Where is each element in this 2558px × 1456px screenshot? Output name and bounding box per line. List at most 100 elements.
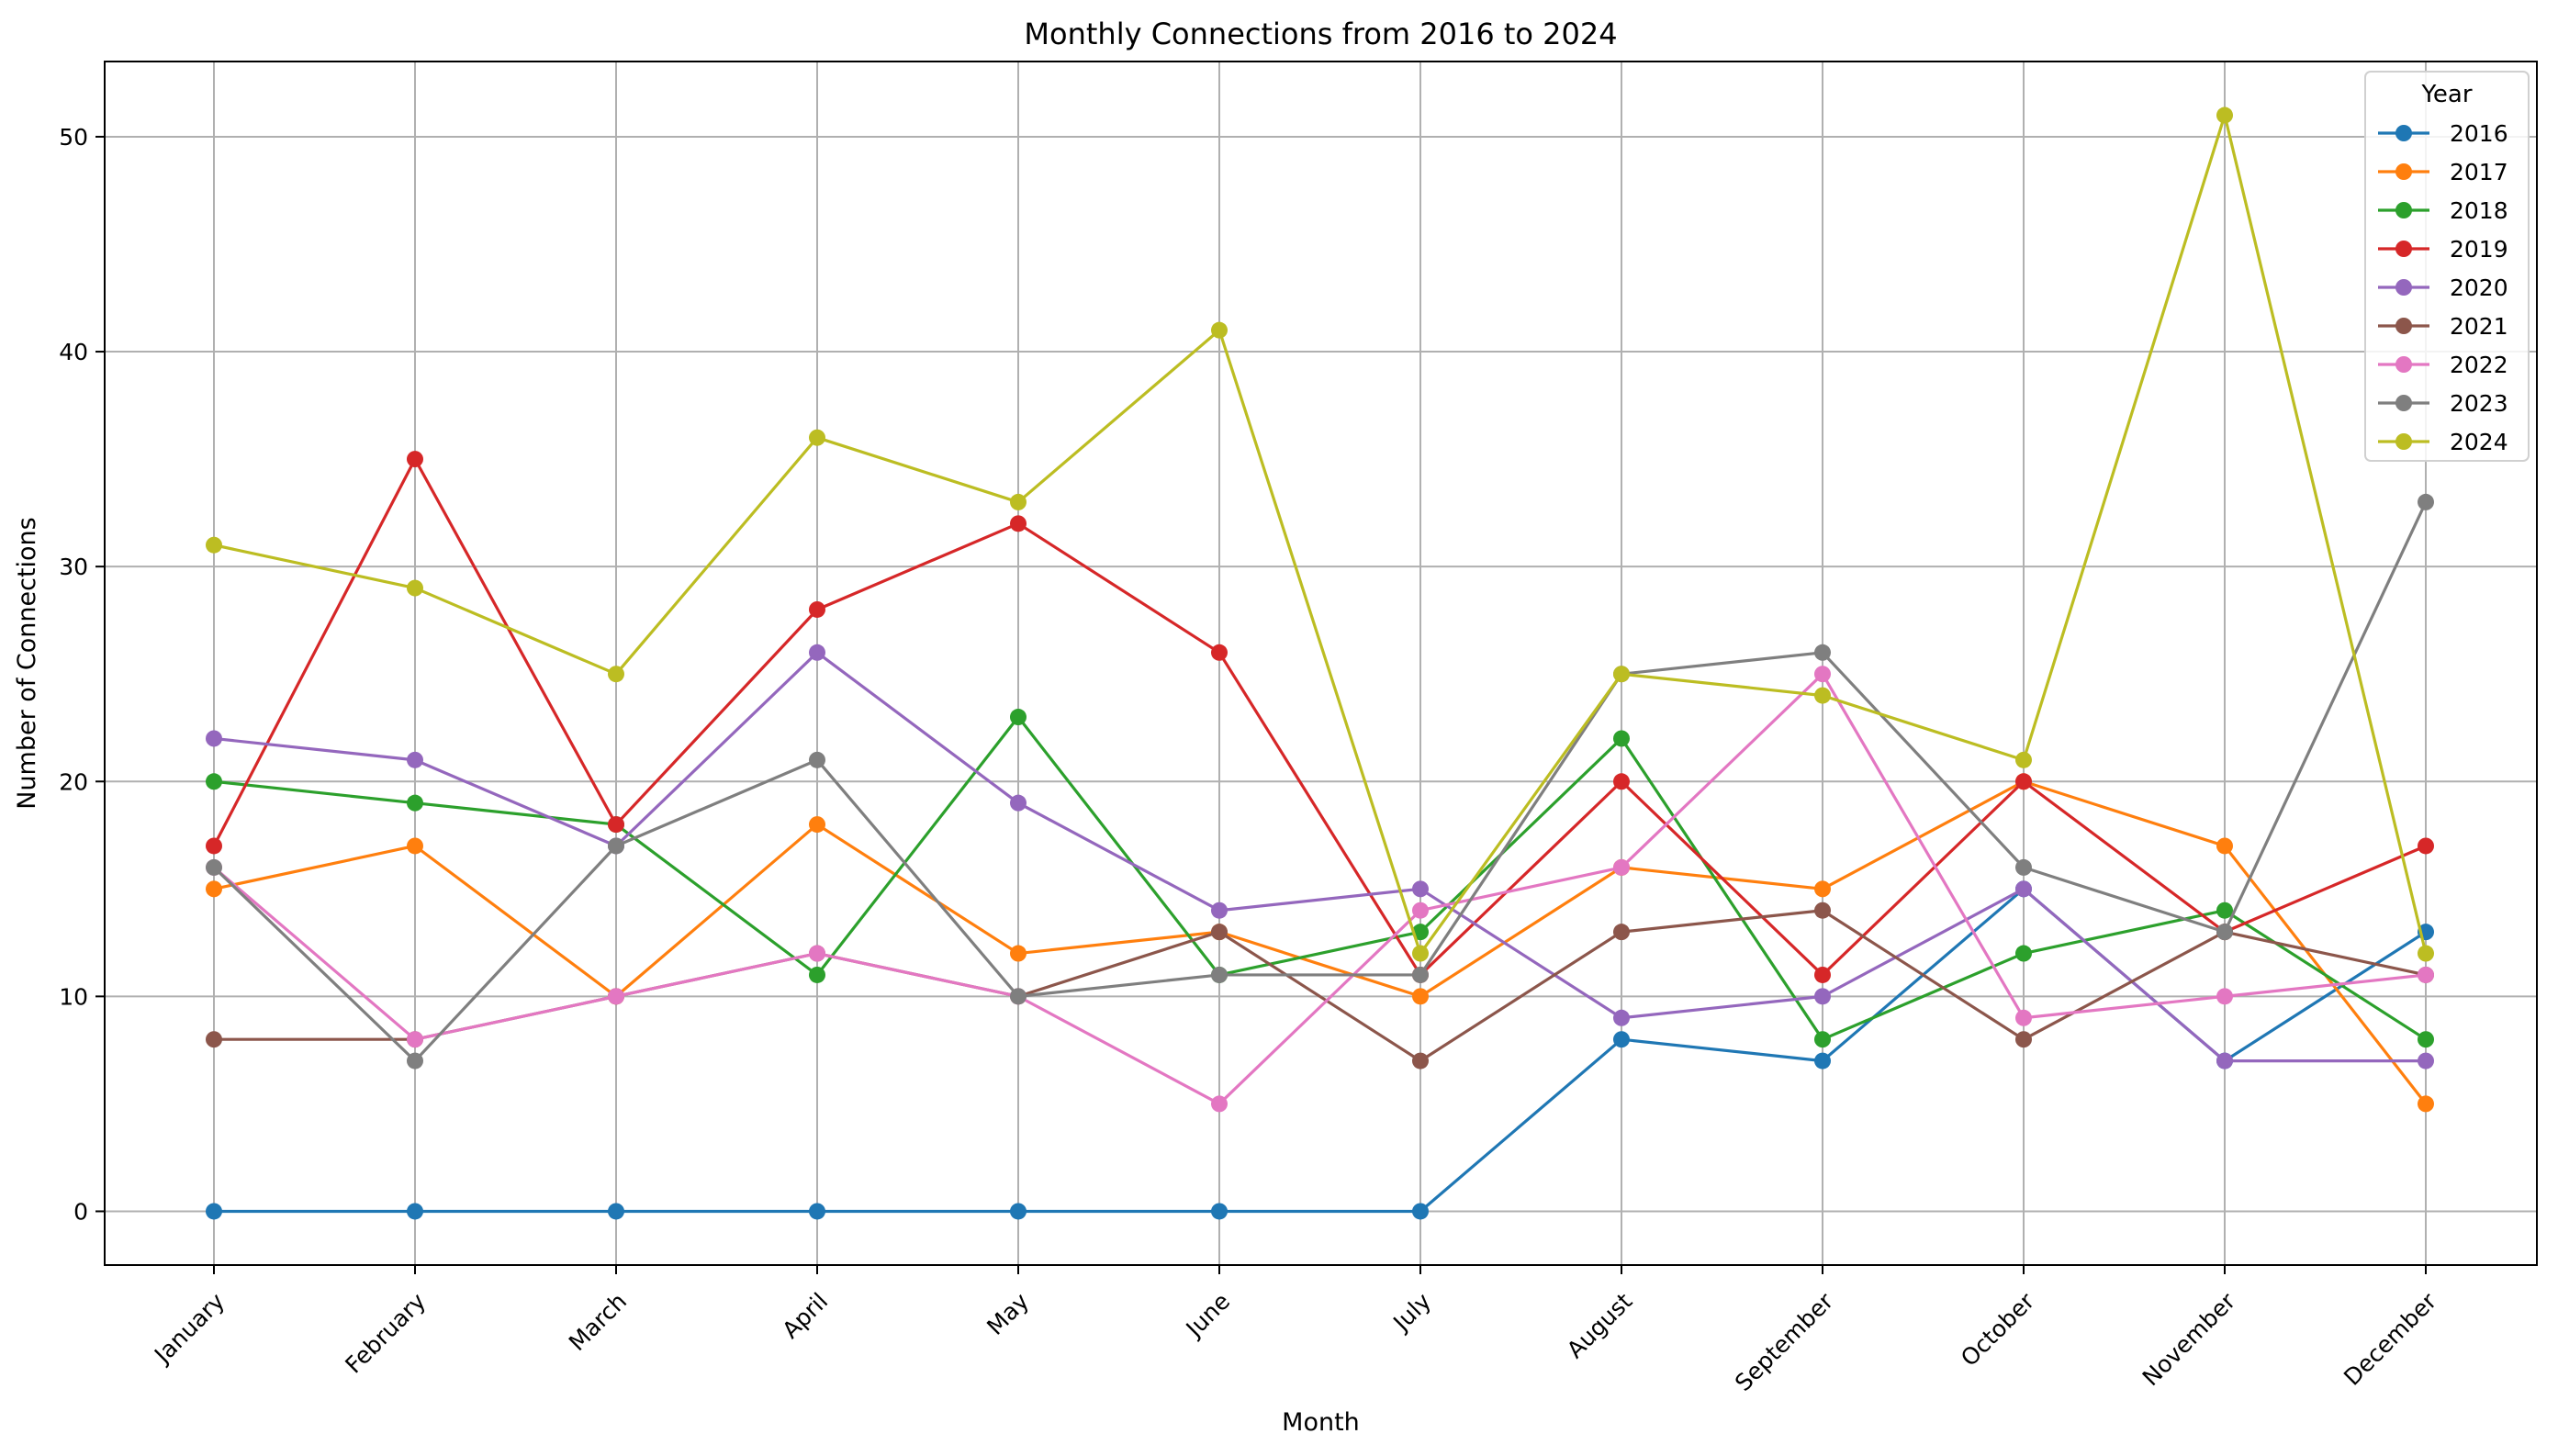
legend-label: 2024 — [2450, 429, 2508, 455]
data-point — [1814, 880, 1831, 898]
legend-label: 2022 — [2450, 352, 2508, 378]
legend-item-2019: 2019 — [2378, 236, 2508, 263]
data-point — [1613, 858, 1630, 876]
data-point — [2216, 902, 2233, 919]
series-line — [212, 457, 2427, 977]
data-point — [608, 837, 624, 855]
legend: Year 2016 2017 2018 2019 2020 2021 2022 2023 2024 — [2364, 71, 2530, 462]
data-point — [1814, 988, 1831, 1005]
legend-label: 2021 — [2450, 313, 2508, 340]
data-point — [2015, 880, 2032, 898]
series-2019 — [206, 451, 2434, 983]
data-point — [809, 600, 825, 618]
data-point — [1211, 1095, 1228, 1113]
data-point — [608, 666, 624, 683]
data-point — [1010, 794, 1027, 812]
legend-item-2021: 2021 — [2378, 313, 2508, 340]
legend-item-2023: 2023 — [2378, 390, 2508, 417]
legend-item-2022: 2022 — [2378, 352, 2508, 378]
data-point — [608, 1203, 624, 1220]
data-point — [206, 536, 222, 554]
data-point — [2015, 858, 2032, 876]
data-point — [1814, 902, 1831, 919]
y-tick-label: 20 — [59, 768, 88, 795]
legend-label: 2017 — [2450, 159, 2508, 185]
data-point — [2418, 1031, 2434, 1048]
data-point — [1412, 988, 1429, 1005]
y-tick-label: 0 — [73, 1198, 88, 1225]
data-point — [1814, 1052, 1831, 1070]
data-point — [2015, 751, 2032, 768]
data-point — [1010, 515, 1027, 532]
series-group — [206, 106, 2434, 1220]
data-point — [2418, 837, 2434, 855]
data-point — [2216, 988, 2233, 1005]
data-point — [1613, 773, 1630, 790]
data-point — [2216, 106, 2233, 124]
data-point — [407, 1031, 423, 1048]
data-point — [809, 816, 825, 834]
data-point — [1412, 945, 1429, 962]
data-point — [1412, 880, 1429, 898]
legend-marker — [2395, 202, 2412, 218]
data-point — [1412, 902, 1429, 919]
data-point — [1412, 1203, 1429, 1220]
legend-title: Year — [2420, 81, 2472, 108]
series-line — [212, 672, 2427, 1106]
y-tick-label: 50 — [59, 124, 88, 151]
plot-frame — [104, 61, 2538, 1266]
data-point — [407, 837, 423, 855]
data-point — [407, 1203, 423, 1220]
data-point — [2216, 1052, 2233, 1070]
data-point — [809, 644, 825, 661]
series-line — [213, 651, 2426, 1063]
legend-item-2016: 2016 — [2378, 120, 2508, 147]
data-point — [1211, 924, 1228, 941]
data-point — [2418, 493, 2434, 510]
data-point — [2015, 1009, 2032, 1026]
data-point — [1010, 709, 1027, 726]
data-point — [206, 773, 222, 790]
data-point — [407, 1052, 423, 1070]
data-point — [1613, 1009, 1630, 1026]
data-point — [809, 429, 825, 446]
data-point — [809, 1203, 825, 1220]
legend-marker — [2395, 125, 2412, 141]
data-point — [809, 945, 825, 962]
data-point — [1613, 730, 1630, 747]
data-point — [407, 451, 423, 468]
data-point — [1211, 1203, 1228, 1220]
data-point — [2418, 1095, 2434, 1113]
data-point — [206, 858, 222, 876]
data-point — [1010, 945, 1027, 962]
data-point — [1613, 666, 1630, 683]
legend-marker — [2395, 279, 2412, 296]
series-2024 — [206, 106, 2434, 962]
legend-marker — [2395, 433, 2412, 450]
data-point — [1010, 988, 1027, 1005]
data-point — [1211, 321, 1228, 339]
legend-label: 2023 — [2450, 390, 2508, 417]
data-point — [206, 1203, 222, 1220]
legend-marker — [2395, 395, 2412, 411]
legend-marker — [2395, 318, 2412, 334]
legend-label: 2018 — [2450, 197, 2508, 224]
data-point — [1211, 644, 1228, 661]
data-point — [1814, 687, 1831, 704]
data-point — [1814, 1031, 1831, 1048]
legend-marker — [2395, 163, 2412, 180]
data-point — [407, 579, 423, 597]
data-point — [1211, 902, 1228, 919]
x-axis-label: Month — [1282, 1408, 1360, 1437]
data-point — [1613, 924, 1630, 941]
data-point — [608, 988, 624, 1005]
data-point — [2015, 1031, 2032, 1048]
data-point — [2015, 945, 2032, 962]
data-point — [809, 751, 825, 768]
legend-marker — [2395, 241, 2412, 257]
data-point — [2418, 1052, 2434, 1070]
data-point — [1010, 1203, 1027, 1220]
y-axis-label: Number of Connections — [13, 517, 41, 810]
data-point — [2418, 945, 2434, 962]
